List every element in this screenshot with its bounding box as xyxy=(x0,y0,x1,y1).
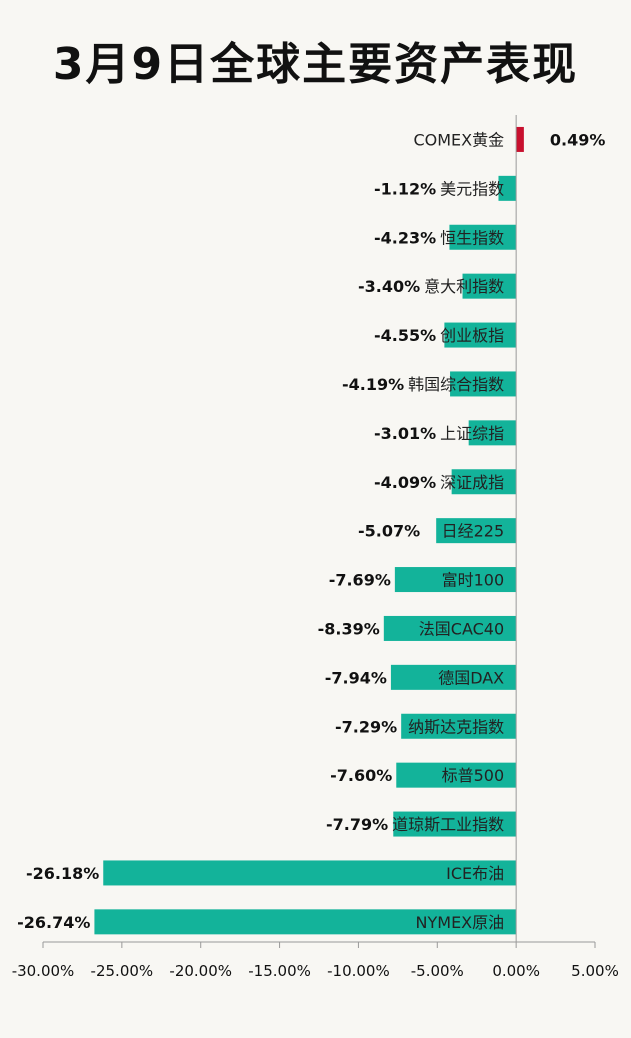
bar xyxy=(451,469,517,495)
bar xyxy=(103,860,517,886)
category-label: 道琼斯工业指数 xyxy=(392,815,504,834)
category-label: 纳斯达克指数 xyxy=(408,717,504,736)
value-label: -7.69% xyxy=(329,571,391,590)
value-label: -4.09% xyxy=(374,473,436,492)
value-label: -5.07% xyxy=(358,522,420,541)
category-label: 韩国综合指数 xyxy=(408,375,504,394)
chart-title: 3月9日全球主要资产表现 xyxy=(52,39,579,90)
bar xyxy=(394,567,517,593)
x-tick-label: -25.00% xyxy=(91,962,154,980)
value-label: -4.19% xyxy=(342,375,404,394)
category-label: 上证综指 xyxy=(440,424,504,443)
x-tick-label: -15.00% xyxy=(248,962,311,980)
value-label: -7.94% xyxy=(325,668,387,687)
bar xyxy=(444,322,517,348)
category-label: 法国CAC40 xyxy=(419,619,504,638)
category-label: 深证成指 xyxy=(440,473,504,492)
x-tick-label: 5.00% xyxy=(571,962,619,980)
value-label: -4.23% xyxy=(374,228,436,247)
value-label: -4.55% xyxy=(374,326,436,345)
value-label: -7.79% xyxy=(326,815,388,834)
value-label: 0.49% xyxy=(550,130,606,149)
value-label: -1.12% xyxy=(374,179,436,198)
x-tick-label: -30.00% xyxy=(12,962,75,980)
x-tick-label: -5.00% xyxy=(411,962,464,980)
category-label: 标普500 xyxy=(442,766,505,785)
bar xyxy=(449,224,517,250)
x-tick-label: 0.00% xyxy=(492,962,540,980)
value-label: -7.29% xyxy=(335,717,397,736)
bar xyxy=(94,909,517,935)
value-label: -3.40% xyxy=(358,277,420,296)
category-label: 创业板指 xyxy=(440,326,504,345)
category-label: 恒生指数 xyxy=(440,228,504,247)
category-label: 意大利指数 xyxy=(424,277,504,296)
bar xyxy=(393,811,517,837)
category-label: 富时100 xyxy=(442,571,505,590)
value-label: -26.18% xyxy=(26,864,99,883)
category-label: COMEX黄金 xyxy=(413,130,504,149)
x-tick-label: -10.00% xyxy=(327,962,390,980)
bar xyxy=(436,518,517,544)
bar xyxy=(462,273,517,299)
bar xyxy=(390,664,517,690)
bar xyxy=(401,713,517,739)
value-label: -26.74% xyxy=(17,913,90,932)
category-label: NYMEX原油 xyxy=(416,913,505,932)
value-label: -3.01% xyxy=(374,424,436,443)
value-label: -7.60% xyxy=(330,766,392,785)
bar xyxy=(383,615,517,641)
bar xyxy=(498,175,517,201)
bar xyxy=(468,420,517,446)
x-tick-label: -20.00% xyxy=(169,962,232,980)
category-label: 德国DAX xyxy=(438,668,504,687)
category-label: ICE布油 xyxy=(446,864,504,883)
value-label: -8.39% xyxy=(318,619,380,638)
category-label: 日经225 xyxy=(442,522,505,541)
bar xyxy=(450,371,517,397)
bar xyxy=(396,762,517,788)
category-label: 美元指数 xyxy=(440,179,504,198)
bar xyxy=(516,126,524,152)
